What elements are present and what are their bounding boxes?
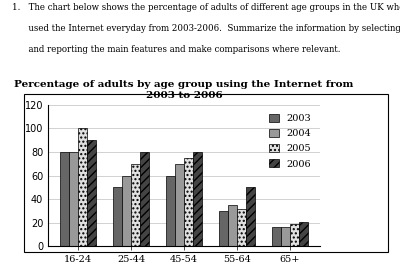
- Bar: [228, 205, 237, 246]
- Bar: [87, 140, 96, 246]
- Bar: [140, 152, 149, 246]
- Bar: [166, 176, 175, 246]
- Bar: [113, 187, 122, 246]
- Bar: [290, 224, 299, 246]
- Bar: [184, 158, 193, 246]
- Bar: [193, 152, 202, 246]
- Bar: [69, 152, 78, 246]
- Text: and reporting the main features and make comparisons where relevant.: and reporting the main features and make…: [12, 45, 340, 53]
- Legend: 2003, 2004, 2005, 2006: 2003, 2004, 2005, 2006: [265, 110, 315, 172]
- Title: Percentage of adults by age group using the Internet from
2003 to 2006: Percentage of adults by age group using …: [14, 80, 354, 100]
- Bar: [131, 164, 140, 246]
- Bar: [175, 164, 184, 246]
- Bar: [246, 187, 255, 246]
- Bar: [122, 176, 131, 246]
- Bar: [237, 209, 246, 246]
- Bar: [281, 227, 290, 246]
- Bar: [272, 227, 281, 246]
- Bar: [299, 222, 308, 246]
- Bar: [60, 152, 69, 246]
- Bar: [219, 211, 228, 246]
- Bar: [78, 128, 87, 246]
- Text: used the Internet everyday from 2003-2006.  Summarize the information by selecti: used the Internet everyday from 2003-200…: [12, 24, 400, 32]
- Text: 1.   The chart below shows the percentage of adults of different age groups in t: 1. The chart below shows the percentage …: [12, 3, 400, 12]
